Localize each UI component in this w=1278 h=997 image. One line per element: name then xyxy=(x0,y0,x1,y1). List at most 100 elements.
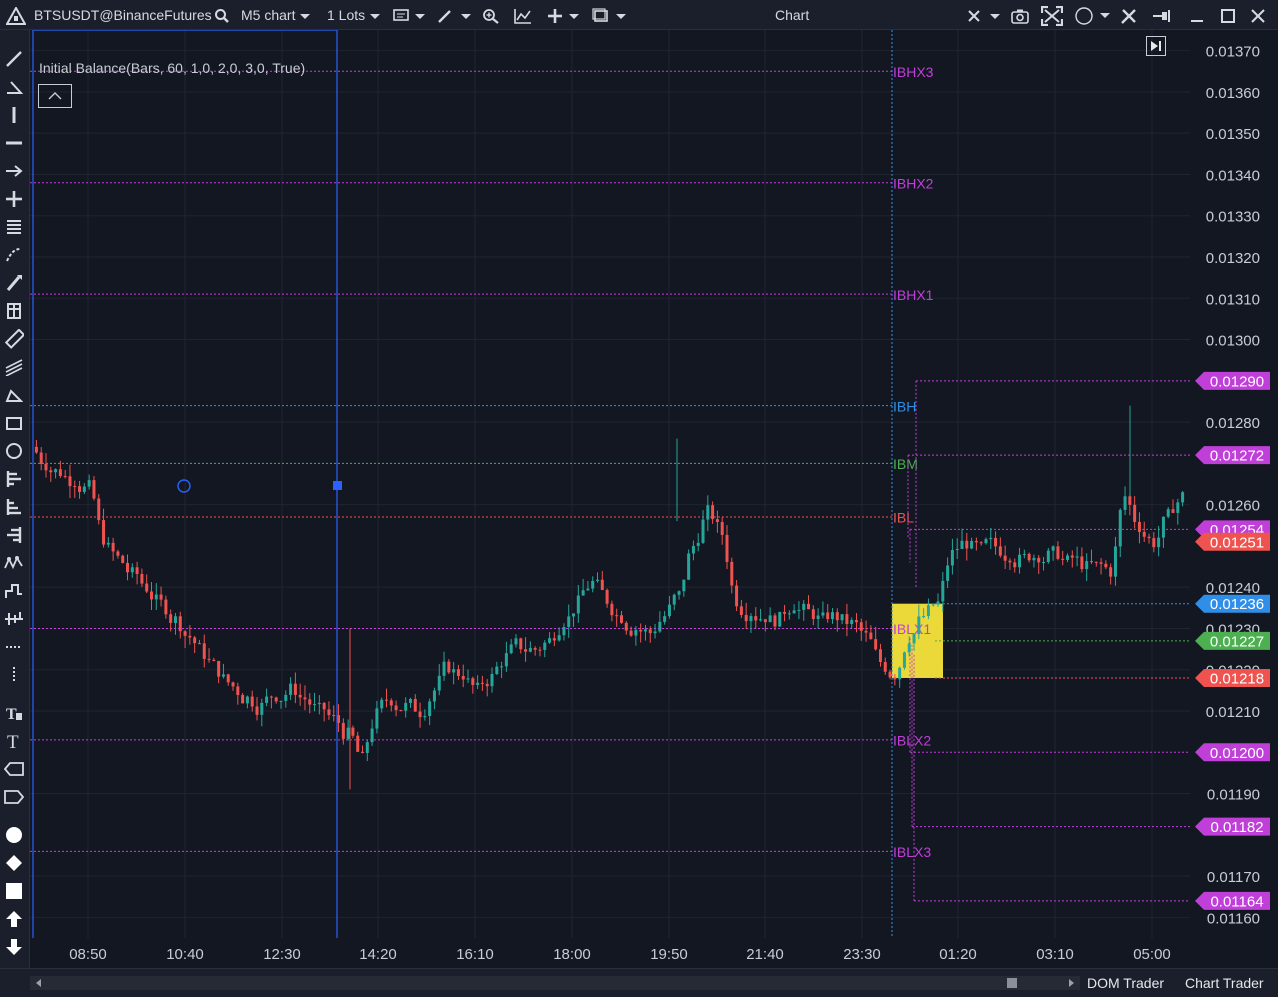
elliott-wave-icon[interactable] xyxy=(3,580,25,602)
candle-body xyxy=(730,561,734,586)
label-left-icon[interactable] xyxy=(3,758,25,780)
candle-body xyxy=(965,540,969,549)
candle-body xyxy=(274,697,278,702)
candle-body xyxy=(63,475,67,477)
pattern-icon[interactable] xyxy=(3,552,25,574)
parallel-channel-icon[interactable] xyxy=(3,356,25,378)
candle-body xyxy=(188,635,192,638)
pencil-icon[interactable] xyxy=(437,0,473,30)
scroll-left-icon[interactable] xyxy=(34,976,44,990)
text-icon[interactable]: T xyxy=(3,730,25,752)
search-icon[interactable] xyxy=(214,0,230,30)
candle-body xyxy=(792,610,796,614)
circle-status-icon[interactable] xyxy=(1074,0,1112,30)
y-tick-label: 0.01190 xyxy=(1207,787,1260,804)
message-icon[interactable] xyxy=(393,0,425,30)
pin-icon[interactable] xyxy=(1152,0,1172,30)
circle-marker-icon[interactable] xyxy=(3,824,25,846)
candle-body xyxy=(744,614,748,622)
candle-body xyxy=(231,682,235,687)
crosshair-icon[interactable] xyxy=(966,0,1002,30)
minimize-icon[interactable] xyxy=(1190,0,1204,30)
candle-body xyxy=(677,591,681,595)
price-tag: 0.01200 xyxy=(1195,743,1270,762)
price-range-icon[interactable] xyxy=(3,524,25,546)
collapse-button[interactable] xyxy=(38,84,72,108)
arrow-down-marker-icon[interactable] xyxy=(3,936,25,958)
projection-icon[interactable] xyxy=(3,608,25,630)
candle-body xyxy=(1066,555,1070,560)
y-tick-label: 0.01320 xyxy=(1206,250,1260,267)
ellipse-icon[interactable] xyxy=(3,440,25,462)
candle-body xyxy=(572,613,576,617)
candle-body xyxy=(226,674,230,683)
scroll-to-end-button[interactable] xyxy=(1146,36,1166,56)
candle-body xyxy=(102,520,106,545)
text-style-icon[interactable]: T xyxy=(3,702,25,724)
vertical-line-icon[interactable] xyxy=(3,104,25,126)
close-icon[interactable] xyxy=(1251,0,1265,30)
candle-body xyxy=(418,711,422,718)
price-tag: 0.01272 xyxy=(1195,446,1270,465)
price-chart[interactable]: 08:50 10:40 12:30 14:20 16:10 18:00 19:50 21:40… xyxy=(30,30,1278,968)
camera-icon[interactable] xyxy=(1011,0,1029,30)
symbol-label[interactable]: BTSUSDT@BinanceFutures xyxy=(34,7,212,23)
crosshair-line-icon[interactable] xyxy=(3,188,25,210)
square-marker-icon[interactable] xyxy=(3,880,25,902)
scroll-right-icon[interactable] xyxy=(1066,976,1076,990)
candle-body xyxy=(845,614,849,624)
candle-body xyxy=(54,469,58,473)
scrollbar-thumb[interactable] xyxy=(1007,978,1017,988)
diamond-marker-icon[interactable] xyxy=(3,852,25,874)
short-position-icon[interactable] xyxy=(3,496,25,518)
gann-icon[interactable] xyxy=(3,300,25,322)
ruler-icon[interactable] xyxy=(3,328,25,350)
candle-body xyxy=(1022,553,1026,555)
tab-dom-trader[interactable]: DOM Trader xyxy=(1087,975,1165,991)
add-icon[interactable] xyxy=(547,0,581,30)
candle-body xyxy=(260,702,264,715)
candle-body xyxy=(154,594,158,600)
candle-body xyxy=(346,727,350,739)
candle-body xyxy=(495,666,499,674)
brush-icon[interactable] xyxy=(3,272,25,294)
level-label: IBL xyxy=(893,510,914,526)
y-tick-label: 0.01170 xyxy=(1207,869,1260,886)
fullscreen-icon[interactable] xyxy=(1040,0,1064,30)
candle-body xyxy=(485,683,489,687)
candle-body xyxy=(361,751,365,753)
window-icon[interactable] xyxy=(592,0,628,30)
rectangle-icon[interactable] xyxy=(3,412,25,434)
tab-chart-trader[interactable]: Chart Trader xyxy=(1185,975,1264,991)
drawing-handle[interactable] xyxy=(333,481,342,490)
horizontal-scrollbar[interactable] xyxy=(30,976,1080,990)
tools-icon[interactable] xyxy=(1120,0,1138,30)
candle-body xyxy=(380,699,384,709)
candle-body xyxy=(250,696,254,707)
level-label: IBHX3 xyxy=(893,64,934,80)
indicators-icon[interactable] xyxy=(514,0,532,30)
candle-body xyxy=(1051,546,1055,551)
dotted-vertical-icon[interactable] xyxy=(3,664,25,686)
drawing-anchor-point[interactable] xyxy=(177,479,191,493)
arrow-up-marker-icon[interactable] xyxy=(3,908,25,930)
timeframe-dropdown[interactable]: M5 chart xyxy=(241,0,311,30)
candle-body xyxy=(423,716,427,718)
candle-body xyxy=(725,534,729,562)
fib-levels-icon[interactable] xyxy=(3,216,25,238)
line-tool-icon[interactable] xyxy=(3,48,25,70)
curve-tool-icon[interactable] xyxy=(3,244,25,266)
y-tick-label: 0.01280 xyxy=(1206,415,1260,432)
horizontal-line-icon[interactable] xyxy=(3,132,25,154)
candle-body xyxy=(183,631,187,636)
arrow-line-icon[interactable] xyxy=(3,160,25,182)
lots-dropdown[interactable]: 1 Lots xyxy=(327,0,381,30)
zoom-icon[interactable] xyxy=(482,0,500,30)
label-right-icon[interactable] xyxy=(3,786,25,808)
candle-body xyxy=(241,694,245,704)
dotted-line-icon[interactable] xyxy=(3,636,25,658)
long-position-icon[interactable] xyxy=(3,468,25,490)
angle-tool-icon[interactable] xyxy=(3,76,25,98)
triangle-icon[interactable] xyxy=(3,384,25,406)
maximize-icon[interactable] xyxy=(1221,0,1235,30)
